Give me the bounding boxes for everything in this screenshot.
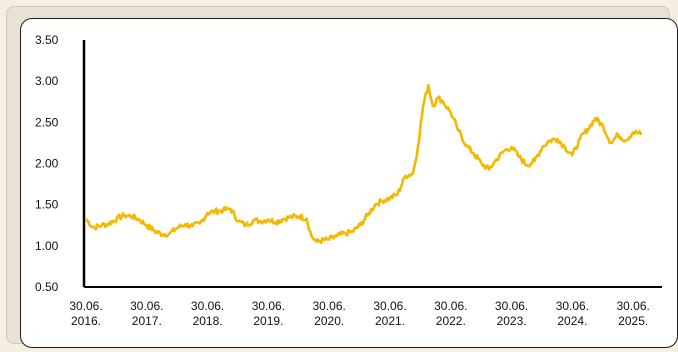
x-tick-label-line2: 2024. xyxy=(557,314,587,328)
x-tick-label-line1: 30.06. xyxy=(495,299,528,313)
x-tick-label: 30.06.2025. xyxy=(617,299,650,328)
x-tick-label-line1: 30.06. xyxy=(252,299,285,313)
x-tick-label: 30.06.2024. xyxy=(556,299,589,328)
x-tick-label-line1: 30.06. xyxy=(313,299,346,313)
x-tick-label-line2: 2018. xyxy=(193,314,223,328)
x-tick-label-line2: 2023. xyxy=(497,314,527,328)
x-tick-label-line1: 30.06. xyxy=(556,299,589,313)
x-tick-label: 30.06.2018. xyxy=(191,299,224,328)
series-line xyxy=(84,84,643,245)
x-tick-label-line1: 30.06. xyxy=(373,299,406,313)
x-tick-label: 30.06.2023. xyxy=(495,299,528,328)
x-tick-label: 30.06.2017. xyxy=(130,299,163,328)
x-tick-label: 30.06.2021. xyxy=(373,299,406,328)
x-tick-label-line2: 2017. xyxy=(132,314,162,328)
x-tick-label-line2: 2022. xyxy=(436,314,466,328)
x-tick-label-line2: 2021. xyxy=(375,314,405,328)
y-tick-label: 1.50 xyxy=(35,198,59,212)
x-tick-label-line2: 2019. xyxy=(253,314,283,328)
x-tick-label: 30.06.2016. xyxy=(69,299,102,328)
series-layer xyxy=(84,84,643,245)
x-tick-label-line1: 30.06. xyxy=(69,299,102,313)
chart-axes xyxy=(82,40,662,288)
x-tick-label: 30.06.2020. xyxy=(313,299,346,328)
y-tick-label: 0.50 xyxy=(35,280,59,294)
y-tick-label: 3.00 xyxy=(35,74,59,88)
y-tick-label: 2.50 xyxy=(35,115,59,129)
x-tick-label: 30.06.2022. xyxy=(434,299,467,328)
y-tick-label: 1.00 xyxy=(35,239,59,253)
y-tick-label: 2.00 xyxy=(35,157,59,171)
tick-labels: 0.501.001.502.002.503.003.5030.06.2016.3… xyxy=(35,33,650,328)
x-tick-label-line2: 2025. xyxy=(618,314,648,328)
x-tick-label-line1: 30.06. xyxy=(191,299,224,313)
x-tick-label-line1: 30.06. xyxy=(434,299,467,313)
x-tick-label-line1: 30.06. xyxy=(130,299,163,313)
x-tick-label-line2: 2020. xyxy=(314,314,344,328)
x-tick-label-line2: 2016. xyxy=(71,314,101,328)
chart-panel xyxy=(20,18,678,348)
x-tick-label: 30.06.2019. xyxy=(252,299,285,328)
y-tick-label: 3.50 xyxy=(35,33,59,47)
x-tick-label-line1: 30.06. xyxy=(617,299,650,313)
